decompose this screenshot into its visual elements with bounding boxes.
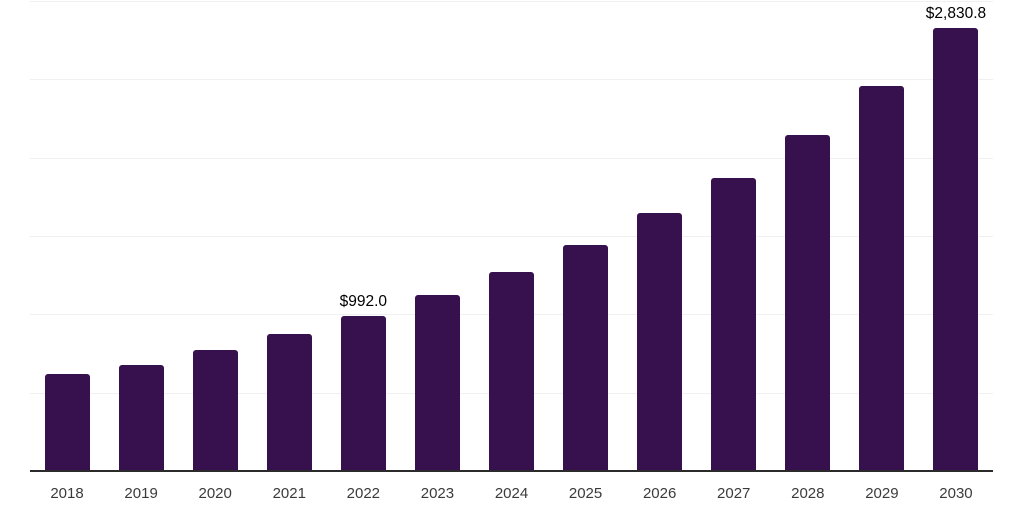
value-label-2030: $2,830.8 [925,4,987,22]
x-tick-label-2030: 2030 [939,485,973,502]
gridline [30,236,993,237]
bar-2022[interactable] [340,315,386,471]
bar-2023[interactable] [414,294,460,471]
x-tick-label-2026: 2026 [642,485,677,502]
x-tick-label-2025: 2025 [568,485,603,502]
gridline [30,157,993,159]
gridline [30,79,993,81]
bar-2030[interactable] [933,27,979,471]
x-axis-line [30,470,993,472]
x-tick-label-2021: 2021 [272,485,306,502]
x-tick-label-2023: 2023 [420,485,455,502]
bar-2027[interactable] [711,177,757,471]
bar-2021[interactable] [266,334,312,471]
x-tick-label-2029: 2029 [865,485,899,502]
x-tick-label-2022: 2022 [346,485,381,502]
bar-2018[interactable] [44,373,90,471]
bar-2019[interactable] [118,364,164,471]
value-label-2022: $992.0 [339,292,388,310]
bar-2024[interactable] [489,271,534,471]
x-tick-label-2027: 2027 [717,485,751,502]
bar-2020[interactable] [192,349,238,471]
x-tick-label-2024: 2024 [494,485,529,502]
x-tick-label-2018: 2018 [50,485,84,502]
bar-2025[interactable] [563,244,609,471]
bar-2026[interactable] [637,213,683,471]
x-tick-label-2028: 2028 [791,485,825,502]
x-tick-label-2020: 2020 [198,485,232,502]
gridline [30,1,993,2]
bar-2029[interactable] [859,85,905,471]
bar-2028[interactable] [785,135,831,471]
x-tick-label-2019: 2019 [124,485,158,502]
